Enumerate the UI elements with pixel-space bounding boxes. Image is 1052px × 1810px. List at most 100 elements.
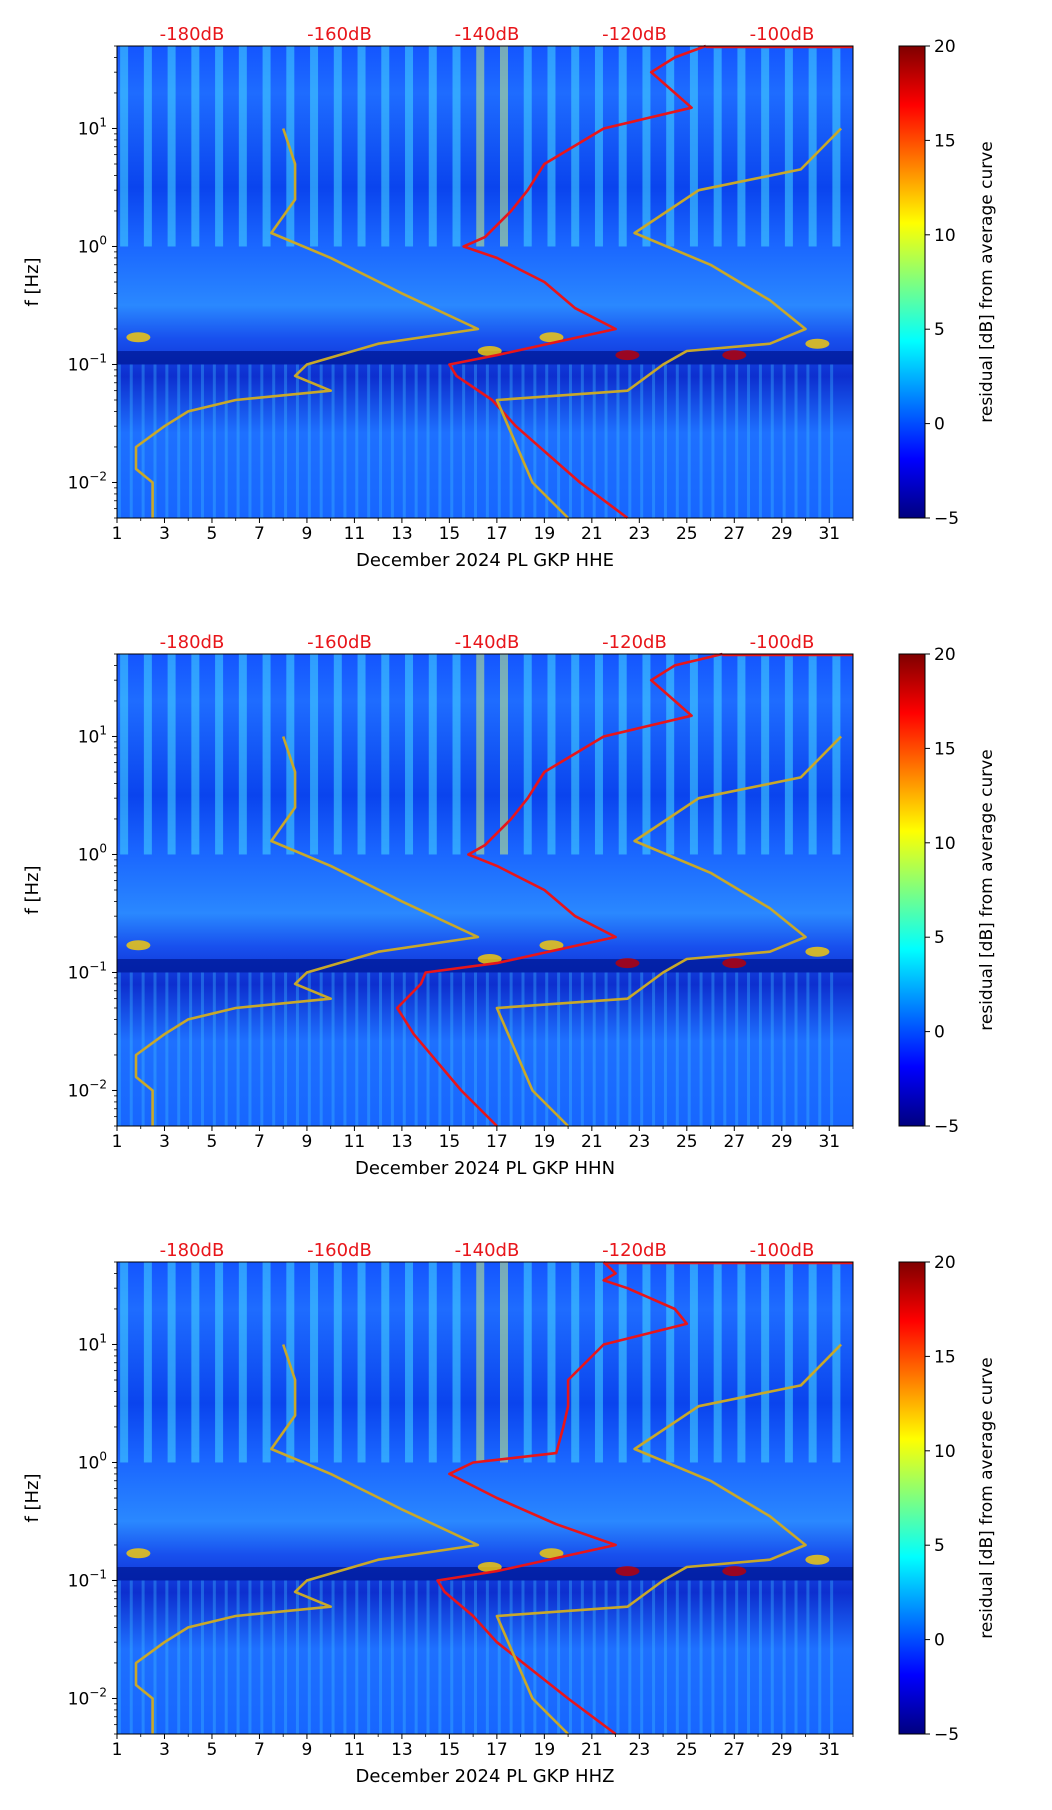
top-db-label: -120dB <box>602 632 667 653</box>
day-stripe <box>215 1262 224 1463</box>
y-tick-label: 10−1 <box>68 1567 107 1591</box>
day-stripe <box>784 654 793 855</box>
day-stripe <box>642 654 651 855</box>
low-freq-streak <box>379 1580 383 1734</box>
low-freq-streak <box>687 1580 691 1734</box>
x-tick-label: 19 <box>534 1740 556 1760</box>
low-noise-model <box>134 1344 480 1734</box>
low-freq-streak <box>248 1580 252 1734</box>
low-freq-streak <box>628 364 632 518</box>
colorbar-tick-label: 5 <box>934 928 945 948</box>
low-freq-streak <box>153 364 157 518</box>
low-freq-streak <box>818 364 822 518</box>
x-tick-label: 25 <box>676 1740 698 1760</box>
top-db-label: -180dB <box>160 24 225 45</box>
day-stripe <box>523 46 532 247</box>
colorbar-tick-label: 15 <box>934 1347 956 1367</box>
low-freq-streak <box>782 1580 786 1734</box>
microseism-spot <box>805 1554 830 1565</box>
day-stripe <box>737 46 746 247</box>
day-stripe <box>120 1262 129 1463</box>
day-stripe <box>452 46 461 247</box>
microseism-spot <box>539 1548 564 1559</box>
low-freq-streak <box>592 1580 596 1734</box>
low-freq-streak <box>331 972 335 1126</box>
microseism-spot <box>539 332 564 343</box>
colorbar-gradient <box>898 1261 926 1735</box>
low-freq-streak <box>782 972 786 1126</box>
low-freq-streak <box>580 364 584 518</box>
x-tick-label: 21 <box>581 1740 603 1760</box>
day-stripe <box>238 1262 247 1463</box>
day-stripe <box>428 46 437 247</box>
x-tick-label: 27 <box>723 524 745 544</box>
low-freq-streak <box>735 972 739 1126</box>
low-freq-streak <box>782 364 786 518</box>
x-tick-label: 9 <box>302 1740 313 1760</box>
x-tick-label: 21 <box>581 1132 603 1152</box>
y-tick-label: 10−1 <box>68 351 107 375</box>
low-freq-streak <box>675 364 679 518</box>
low-freq-streak <box>212 364 216 518</box>
x-tick-label: 13 <box>391 1740 413 1760</box>
colorbar-tick-label: −5 <box>934 509 959 529</box>
psd-curve <box>436 1261 689 1736</box>
microseism-spot <box>615 350 640 361</box>
high-noise-model <box>495 735 843 1127</box>
low-freq-streak <box>711 364 715 518</box>
colorbar-tick-label: 10 <box>934 1442 956 1462</box>
low-freq-streak <box>189 1580 193 1734</box>
y-tick-label: 100 <box>78 841 107 865</box>
low-freq-streak <box>343 364 347 518</box>
low-freq-streak <box>319 364 323 518</box>
low-freq-streak <box>545 972 549 1126</box>
low-freq-streak <box>177 1580 181 1734</box>
low-freq-streak <box>497 972 501 1126</box>
low-freq-streak <box>272 972 276 1126</box>
day-stripe <box>547 46 556 247</box>
x-axis-label: December 2024 PL GKP HHN <box>355 1158 615 1179</box>
day-stripe <box>452 1262 461 1463</box>
low-freq-streak <box>129 364 133 518</box>
day-stripe <box>618 1262 627 1463</box>
low-freq-streak <box>592 972 596 1126</box>
top-db-label: -100dB <box>750 24 815 45</box>
low-freq-streak <box>153 1580 157 1734</box>
low-freq-streak <box>189 972 193 1126</box>
colorbar-1: −5 0 5 10 15 20 residual [dB] from average cur… <box>898 37 997 529</box>
x-tick-label: 25 <box>676 524 698 544</box>
x-tick-label: 15 <box>439 1132 461 1152</box>
day-stripe <box>357 654 366 855</box>
low-freq-streak <box>462 972 466 1126</box>
day-stripe <box>333 46 342 247</box>
x-tick-label: 27 <box>723 1740 745 1760</box>
low-freq-streak <box>806 972 810 1126</box>
microseism-spot <box>126 940 151 951</box>
low-freq-streak <box>580 972 584 1126</box>
low-freq-streak <box>806 364 810 518</box>
low-freq-streak <box>414 364 418 518</box>
low-freq-streak <box>687 364 691 518</box>
low-freq-streak <box>272 1580 276 1734</box>
day-stripe <box>476 654 485 855</box>
low-freq-streak <box>165 364 169 518</box>
low-freq-streak <box>212 1580 216 1734</box>
low-freq-streak <box>402 972 406 1126</box>
colorbar-3: −5 0 5 10 15 20 residual [dB] from average cur… <box>898 1253 997 1745</box>
low-freq-streak <box>735 364 739 518</box>
low-freq-streak <box>331 1580 335 1734</box>
x-tick-label: 1 <box>112 1740 123 1760</box>
low-freq-streak <box>616 972 620 1126</box>
low-freq-streak <box>830 364 834 518</box>
top-db-label: -160dB <box>307 24 372 45</box>
y-axis-label: f [Hz] <box>22 1473 43 1522</box>
low-freq-streak <box>604 972 608 1126</box>
low-freq-streak <box>521 364 525 518</box>
low-freq-streak <box>319 1580 323 1734</box>
top-db-label: -120dB <box>602 1240 667 1261</box>
day-stripe <box>666 46 675 247</box>
day-stripe <box>381 654 390 855</box>
day-stripe <box>642 46 651 247</box>
microseism-spot <box>477 1562 502 1573</box>
